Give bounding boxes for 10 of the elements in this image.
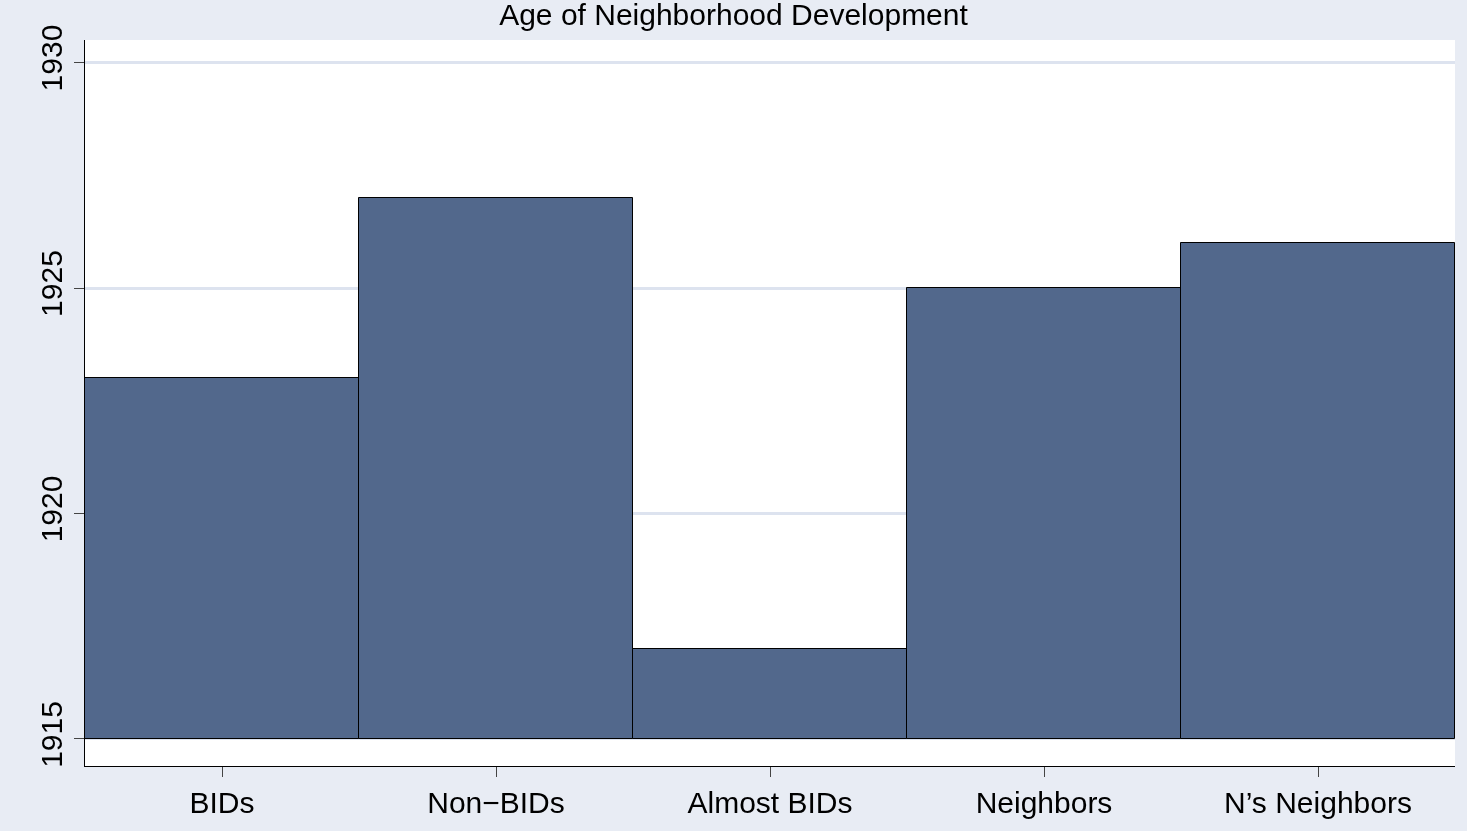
y-tick-label: 1915 [35, 701, 68, 768]
x-tick-label: Almost BIDs [687, 786, 853, 819]
chart-title: Age of Neighborhood Development [499, 0, 969, 32]
x-tick-label: N’s Neighbors [1224, 786, 1412, 819]
y-tick-label: 1920 [35, 475, 68, 543]
x-tick-label: BIDs [189, 786, 255, 819]
y-tick-label: 1930 [35, 24, 68, 92]
x-tick-label: Non−BIDs [427, 786, 565, 819]
x-tick-label: Neighbors [975, 786, 1113, 819]
y-tick-label: 1925 [35, 250, 68, 317]
